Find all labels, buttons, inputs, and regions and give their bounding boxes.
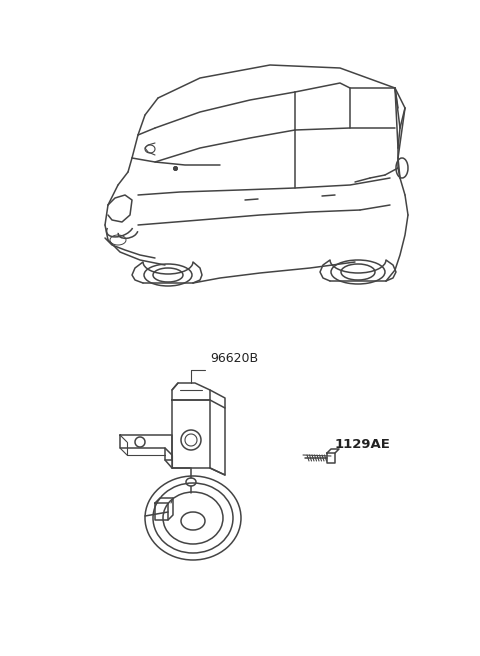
- Text: 96620B: 96620B: [210, 352, 258, 365]
- Text: 1129AE: 1129AE: [335, 438, 391, 451]
